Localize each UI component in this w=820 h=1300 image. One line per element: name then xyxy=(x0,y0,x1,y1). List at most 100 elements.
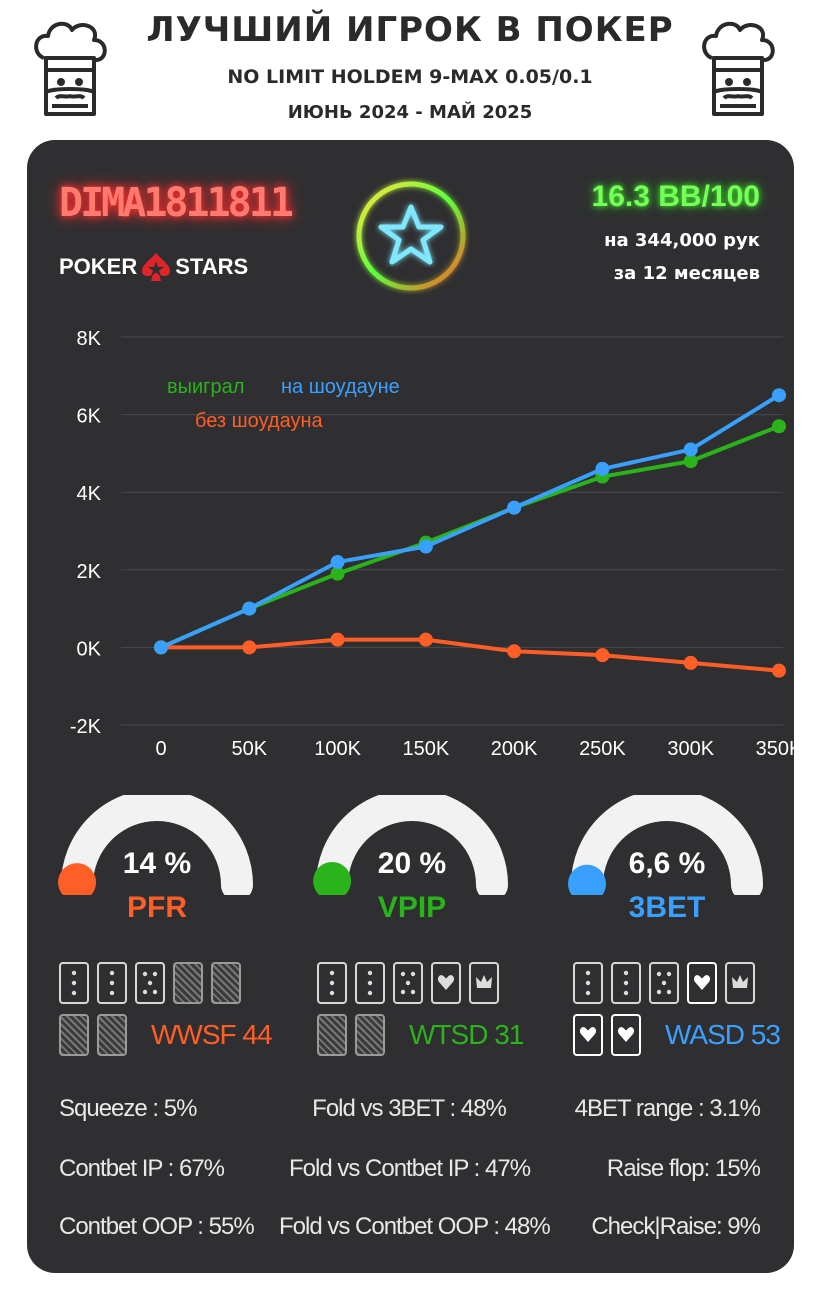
pokerstars-logo: POKER STARS xyxy=(59,250,248,284)
data-point xyxy=(330,632,345,647)
spade-star-icon xyxy=(142,253,171,281)
gauge-arc xyxy=(313,789,508,901)
card-icon xyxy=(135,962,165,1004)
card-group-wasd: WASD 53 xyxy=(573,962,781,1066)
y-tick-label: 4K xyxy=(77,483,102,505)
card-icon xyxy=(59,962,89,1004)
card-back-icon xyxy=(97,1014,127,1056)
card-back-icon xyxy=(211,962,241,1004)
card-icon xyxy=(393,962,423,1004)
data-point xyxy=(507,500,522,515)
x-tick-label: 350K xyxy=(756,738,794,760)
x-tick-label: 150K xyxy=(402,738,449,760)
wtsd-label: WTSD 31 xyxy=(409,1019,524,1050)
card-group-wwsf: WWSF 44 xyxy=(59,962,273,1066)
star-badge-icon xyxy=(356,181,466,291)
data-point xyxy=(418,632,433,647)
stat-contbet-ip: Contbet IP : 67% xyxy=(59,1155,225,1182)
x-tick-label: 0 xyxy=(155,738,166,760)
heart-card-icon xyxy=(573,1014,603,1056)
logo-text-stars: STARS xyxy=(175,254,249,279)
card-back-icon xyxy=(317,1014,347,1056)
logo-text-poker: POKER xyxy=(59,254,138,279)
gauge-label: PFR xyxy=(127,891,187,924)
data-point xyxy=(507,644,522,659)
data-point xyxy=(683,454,698,469)
data-point xyxy=(772,419,786,434)
card-back-icon xyxy=(173,962,203,1004)
card-back-icon xyxy=(355,1014,385,1056)
stat-4bet-range: 4BET range : 3.1% xyxy=(574,1095,761,1122)
gauge-label: 3BET xyxy=(628,891,706,924)
stat-raise-flop: Raise flop: 15% xyxy=(606,1155,761,1182)
data-point xyxy=(330,566,345,581)
gauge-marker xyxy=(568,864,607,903)
data-point xyxy=(595,648,610,663)
y-tick-label: 0K xyxy=(77,638,102,660)
gauge-3bet: 6,6 % 3BET xyxy=(567,789,767,925)
data-point xyxy=(772,663,786,678)
stat-check-raise: Check|Raise: 9% xyxy=(591,1213,761,1240)
card-icon xyxy=(317,962,347,1004)
legend-label: выиграл xyxy=(167,376,244,398)
chef-king-icon xyxy=(34,21,107,116)
card-icon xyxy=(355,962,385,1004)
player-name: DIMA1811811 xyxy=(59,180,294,226)
x-tick-label: 50K xyxy=(231,738,267,760)
heart-card-icon xyxy=(431,962,461,1004)
page-title: ЛУЧШИЙ ИГРОК В ПОКЕР xyxy=(146,10,674,50)
y-tick-label: -2K xyxy=(70,716,102,738)
stat-fold-vs-contbet-ip: Fold vs Contbet IP : 47% xyxy=(289,1155,531,1182)
stats-panel: DIMA1811811 POKER STARS 16.3 BB/100 на 3… xyxy=(27,140,794,1273)
winnings-chart: 8K 6K 4K 2K 0K -2K 0 50K 100K 150K 200K 250K 300K 350… xyxy=(70,328,794,760)
legend-label: без шоудауна xyxy=(195,410,324,432)
gauge-value: 20 % xyxy=(377,847,447,880)
page-subtitle: NO LIMIT HOLDEM 9-MAX 0.05/0.1 xyxy=(227,66,593,88)
data-point xyxy=(683,442,698,457)
crown-card-icon xyxy=(469,962,499,1004)
winrate: 16.3 BB/100 xyxy=(591,180,760,213)
series-line xyxy=(161,637,780,673)
card-icon xyxy=(573,962,603,1004)
stat-fold-vs-3bet: Fold vs 3BET : 48% xyxy=(312,1095,507,1122)
gauge-arc xyxy=(58,789,253,902)
card-icon xyxy=(97,962,127,1004)
x-tick-label: 100K xyxy=(314,738,361,760)
card-icon xyxy=(611,962,641,1004)
gauge-arc xyxy=(568,789,763,903)
stat-squeeze: Squeeze : 5% xyxy=(59,1095,197,1122)
data-point xyxy=(683,655,698,670)
stat-fold-vs-contbet-oop: Fold vs Contbet OOP : 48% xyxy=(279,1213,551,1240)
gauge-value: 14 % xyxy=(122,847,192,880)
period-label: ИЮНЬ 2024 - МАЙ 2025 xyxy=(287,102,533,123)
gauge-marker xyxy=(313,861,352,900)
data-point xyxy=(418,539,433,554)
gauge-value: 6,6 % xyxy=(628,847,706,880)
data-point xyxy=(242,640,257,655)
card-back-icon xyxy=(59,1014,89,1056)
hands-count: на 344,000 рук xyxy=(604,230,760,251)
card-icon xyxy=(649,962,679,1004)
data-point xyxy=(242,601,257,616)
y-tick-label: 6K xyxy=(77,406,102,428)
x-tick-label: 300K xyxy=(667,738,714,760)
legend-label: на шоудауне xyxy=(281,376,400,398)
gauge-label: VPIP xyxy=(377,891,447,924)
y-tick-label: 2K xyxy=(77,561,102,583)
months-count: за 12 месяцев xyxy=(613,263,760,284)
chef-king-icon xyxy=(702,21,775,116)
crown-card-icon xyxy=(725,962,755,1004)
data-point xyxy=(595,461,610,476)
gauge-vpip: 20 % VPIP xyxy=(312,789,512,925)
x-tick-label: 250K xyxy=(579,738,626,760)
card-group-wtsd: WTSD 31 xyxy=(317,962,524,1066)
gauge-marker xyxy=(58,863,97,902)
heart-card-icon xyxy=(687,962,717,1004)
wwsf-label: WWSF 44 xyxy=(151,1019,273,1050)
data-point xyxy=(772,388,786,403)
heart-card-icon xyxy=(611,1014,641,1056)
stat-contbet-oop: Contbet OOP : 55% xyxy=(59,1213,255,1240)
wasd-label: WASD 53 xyxy=(665,1019,781,1050)
series-line xyxy=(160,393,781,650)
x-tick-label: 200K xyxy=(491,738,538,760)
